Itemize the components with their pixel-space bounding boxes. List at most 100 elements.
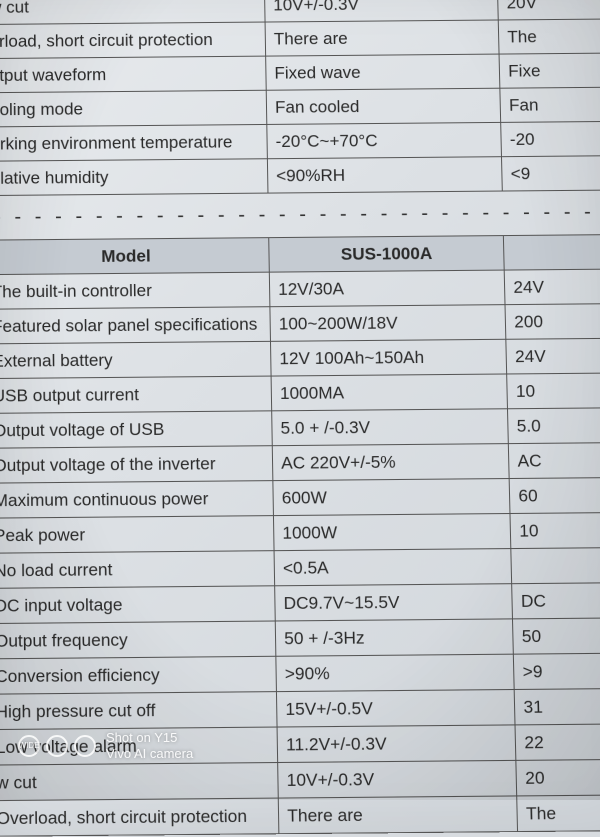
- header-value1: SUS-1000A: [269, 236, 505, 273]
- cell-spec: erload, short circuit protection: [0, 22, 266, 59]
- cell-value2: 24V: [504, 269, 600, 305]
- cell-spec: USB output current: [0, 376, 272, 413]
- table-row: External battery12V 100Ah~150Ah24V: [0, 338, 600, 378]
- table-row: ooling modeFan cooledFan: [0, 87, 600, 127]
- header-value2: [504, 234, 600, 270]
- cell-value2: 10: [507, 373, 600, 409]
- cell-value1: 15V+/-0.5V: [276, 689, 515, 727]
- cell-value2: 5.0: [508, 408, 600, 444]
- cell-value2: AC: [509, 443, 600, 479]
- cell-value2: -20: [501, 121, 600, 156]
- cell-spec: The built-in controller: [0, 272, 270, 309]
- cell-value2: Fan: [500, 87, 600, 122]
- watermark-icons: WIDE: [18, 735, 96, 757]
- cell-value1: <90%RH: [267, 157, 502, 193]
- table-row: orking environment temperature-20°C~+70°…: [0, 121, 600, 161]
- cell-value2: Fixe: [499, 53, 600, 88]
- cell-value1: 12V/30A: [269, 270, 505, 307]
- table-row: Overload, short circuit protectionThere …: [0, 795, 600, 836]
- table-row: No load current<0.5A: [0, 547, 600, 588]
- cell-spec: Peak power: [0, 516, 274, 554]
- table-row: The built-in controller12V/30A24V: [0, 269, 600, 309]
- cell-value1: 100~200W/18V: [270, 305, 506, 342]
- cell-spec: w cut: [0, 0, 265, 25]
- cell-value1: Fan cooled: [266, 88, 501, 124]
- cell-value2: 60: [509, 477, 600, 513]
- table-row: erload, short circuit protectionThere ar…: [0, 19, 600, 59]
- cell-spec: Output frequency: [0, 621, 276, 659]
- cell-spec: Conversion efficiency: [0, 656, 276, 694]
- cell-value1: AC 220V+/-5%: [272, 444, 509, 481]
- cell-value2: [511, 547, 600, 583]
- cell-value1: >90%: [276, 654, 515, 691]
- table-row: USB output current1000MA10: [0, 373, 600, 413]
- cell-value1: 1000MA: [271, 374, 508, 411]
- cell-value1: <0.5A: [274, 549, 512, 586]
- cell-value2: 50: [513, 618, 600, 654]
- table-row: utput waveformFixed waveFixe: [0, 53, 600, 93]
- cell-value1: 5.0 + /-0.3V: [272, 409, 509, 446]
- cell-spec: elative humidity: [0, 159, 268, 196]
- table-row: Maximum continuous power600W60: [0, 477, 600, 518]
- model-header-row: Model SUS-1000A: [0, 234, 600, 274]
- camera-watermark: WIDE Shot on Y15 Vivo AI camera: [18, 730, 193, 763]
- watermark-line1: Shot on Y15: [106, 730, 193, 746]
- cell-value2: >9: [514, 653, 600, 689]
- spec-table-top: w cut10V+/-0.3V20Verload, short circuit …: [0, 0, 600, 196]
- cell-value1: 600W: [273, 479, 510, 516]
- cell-spec: High pressure cut off: [0, 692, 277, 730]
- cell-spec: External battery: [0, 341, 271, 378]
- cell-value1: -20°C~+70°C: [267, 122, 502, 158]
- cell-spec: orking environment temperature: [0, 124, 267, 161]
- watermark-line2: Vivo AI camera: [106, 746, 193, 762]
- cell-spec: utput waveform: [0, 56, 266, 93]
- table-row: Output voltage of the inverterAC 220V+/-…: [0, 443, 600, 484]
- watermark-text: Shot on Y15 Vivo AI camera: [106, 730, 193, 763]
- cell-value1: There are: [265, 20, 499, 56]
- cell-spec: Maximum continuous power: [0, 481, 273, 519]
- table-row: elative humidity<90%RH<9: [0, 156, 600, 196]
- cell-value1: DC9.7V~15.5V: [275, 584, 513, 621]
- cell-value1: There are: [278, 796, 518, 834]
- cell-value2: 31: [514, 688, 600, 725]
- table-row: High pressure cut off15V+/-0.5V31: [0, 688, 600, 729]
- lens-icon: [46, 735, 68, 757]
- table-row: w cut10V+/-0.3V20: [0, 759, 600, 800]
- cell-value2: 20: [516, 759, 600, 796]
- cell-value2: DC: [512, 583, 600, 619]
- cell-value2: The: [499, 19, 600, 54]
- cell-spec: Featured solar panel specifications: [0, 307, 270, 344]
- cell-spec: Output voltage of the inverter: [0, 446, 273, 483]
- cell-spec: Overload, short circuit protection: [0, 798, 279, 836]
- cell-value1: 50 + /-3Hz: [275, 619, 513, 656]
- cell-value2: 10: [510, 512, 600, 548]
- cell-spec: Output voltage of USB: [0, 411, 272, 448]
- header-label: Model: [0, 238, 269, 275]
- table-row: Featured solar panel specifications100~2…: [0, 304, 600, 344]
- table-row: Output voltage of USB5.0 + /-0.3V5.0: [0, 408, 600, 449]
- table-row: Conversion efficiency>90%>9: [0, 653, 600, 694]
- cell-value2: The: [517, 795, 600, 832]
- cell-value2: <9: [502, 156, 600, 191]
- table-row: Output frequency50 + /-3Hz50: [0, 618, 600, 659]
- cell-value1: 1000W: [273, 514, 511, 551]
- cell-value2: 200: [505, 304, 600, 340]
- cell-value1: Fixed wave: [266, 54, 501, 90]
- table-row: Peak power1000W10: [0, 512, 600, 553]
- cell-value2: 22: [515, 724, 600, 761]
- cell-value1: 10V+/-0.3V: [278, 760, 517, 798]
- cell-value1: 12V 100Ah~150Ah: [270, 339, 506, 376]
- cell-spec: No load current: [0, 551, 275, 589]
- lens-icon: [74, 735, 96, 757]
- cell-value2: 20V: [498, 0, 600, 20]
- cell-value1: 11.2V+/-0.3V: [277, 725, 516, 763]
- section-divider: - - - - - - - - - - - - - - - - - - - - …: [0, 190, 600, 239]
- cell-spec: DC input voltage: [0, 586, 275, 624]
- spec-sheet: w cut10V+/-0.3V20Verload, short circuit …: [0, 0, 600, 837]
- cell-spec: w cut: [0, 763, 278, 801]
- cell-value2: 24V: [506, 338, 600, 374]
- wide-icon: WIDE: [18, 735, 40, 757]
- table-row: DC input voltageDC9.7V~15.5VDC: [0, 583, 600, 624]
- cell-value1: 10V+/-0.3V: [264, 0, 498, 22]
- cell-spec: ooling mode: [0, 90, 267, 127]
